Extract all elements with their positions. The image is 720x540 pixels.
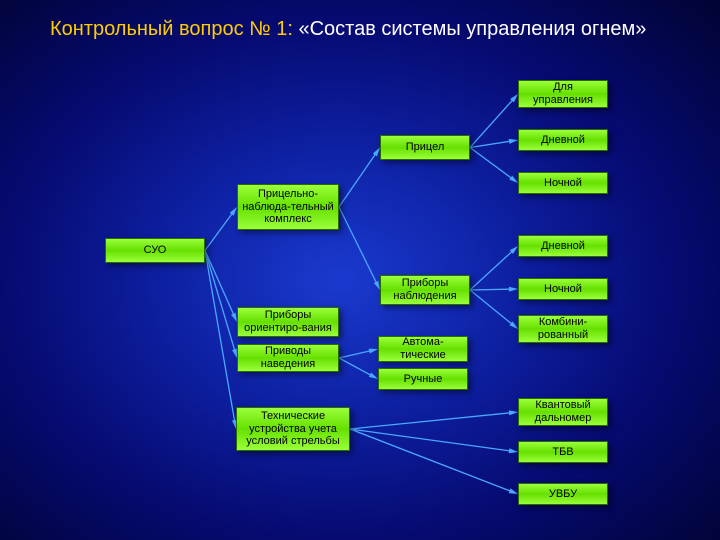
node-tusu: Технические устройства учета условий стр… bbox=[236, 407, 350, 451]
node-uvbu: УВБУ bbox=[518, 483, 608, 505]
node-dnev1: Дневной bbox=[518, 129, 608, 151]
node-suo: СУО bbox=[105, 238, 205, 263]
title-sep: : bbox=[287, 18, 298, 40]
node-ruch: Ручные bbox=[378, 368, 468, 390]
title-text: «Состав системы управления огнем» bbox=[298, 18, 646, 40]
title-prefix: Контрольный вопрос № 1 bbox=[50, 18, 287, 40]
node-pnak: Прицельно-наблюда-тельный комплекс bbox=[237, 184, 339, 230]
node-noch2: Ночной bbox=[518, 278, 608, 300]
node-pnabl: Приборы наблюдения bbox=[380, 275, 470, 305]
node-pricel: Прицел bbox=[380, 135, 470, 160]
slide-stage: { "canvas": { "width": 720, "height": 54… bbox=[0, 0, 720, 540]
node-komb: Комбини-рованный bbox=[518, 315, 608, 343]
node-avto: Автома-тические bbox=[378, 336, 468, 362]
node-noch1: Ночной bbox=[518, 172, 608, 194]
slide-title: Контрольный вопрос № 1: «Состав системы … bbox=[50, 18, 646, 41]
node-tbv: ТБВ bbox=[518, 441, 608, 463]
node-dnev2: Дневной bbox=[518, 235, 608, 257]
diagram-edges bbox=[0, 0, 720, 540]
node-dlya: Для управления bbox=[518, 80, 608, 108]
node-privod: Приводы наведения bbox=[237, 344, 339, 372]
node-kvant: Квантовый дальномер bbox=[518, 398, 608, 426]
node-porient: Приборы ориентиро-вания bbox=[237, 307, 339, 337]
